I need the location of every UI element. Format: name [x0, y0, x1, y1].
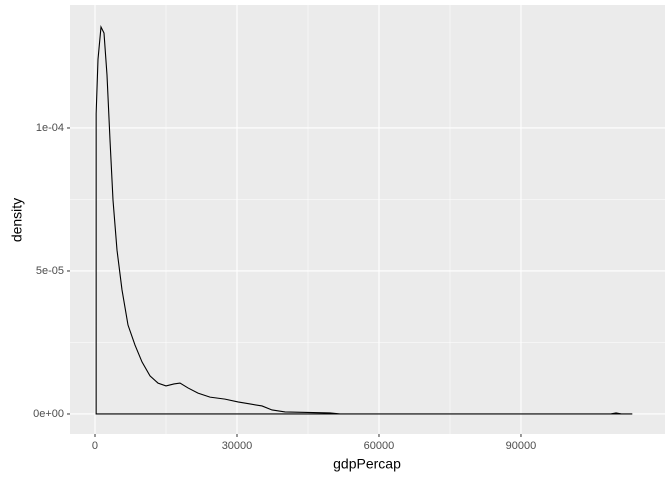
y-axis-title: density	[9, 198, 25, 242]
x-tick-label: 0	[92, 440, 98, 452]
x-tick-label: 60000	[364, 440, 395, 452]
density-curve	[95, 25, 633, 415]
y-tick-label: 5e-05	[36, 265, 64, 277]
x-axis-title: gdpPercap	[333, 456, 401, 472]
y-tick-label: 0e+00	[33, 408, 64, 420]
x-tick-label: 30000	[222, 440, 253, 452]
y-tick-label: 1e-04	[36, 122, 64, 134]
x-tick-label: 90000	[506, 440, 537, 452]
panel	[70, 5, 665, 434]
